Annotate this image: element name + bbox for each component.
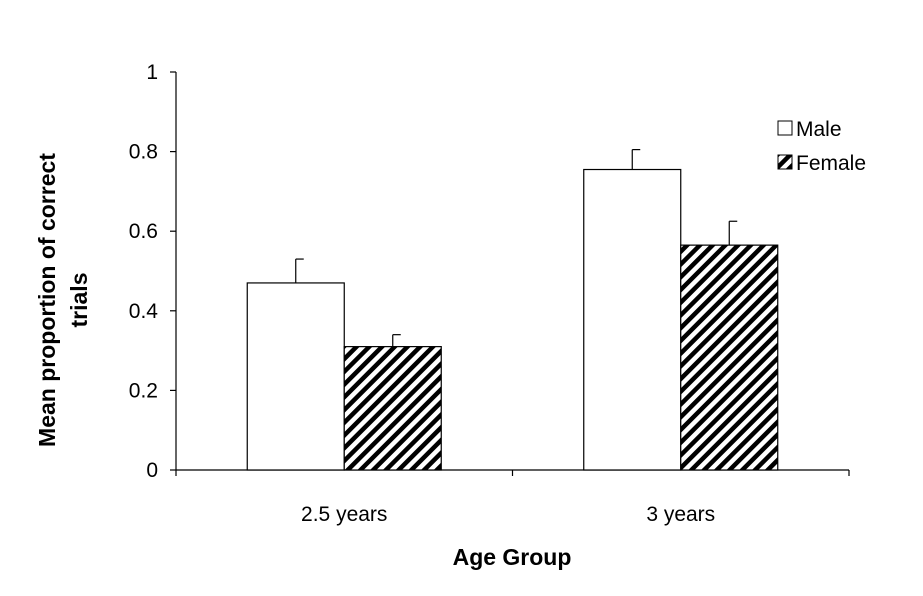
legend-swatch-male bbox=[777, 120, 793, 136]
bar-female bbox=[343, 346, 442, 471]
legend-swatch-female bbox=[777, 154, 793, 170]
x-tick-group: 2.5 years 3 years bbox=[175, 470, 850, 526]
y-axis-title-line-1: Mean proportion of correct bbox=[34, 153, 60, 447]
y-tick-label: 1 bbox=[146, 61, 158, 84]
legend-label-male: Male bbox=[796, 118, 842, 141]
legend-label-female: Female bbox=[796, 152, 866, 175]
bar-group bbox=[246, 168, 779, 471]
x-tick-label: 2.5 years bbox=[301, 503, 387, 526]
legend: Male Female bbox=[777, 118, 866, 175]
y-tick-label: 0 bbox=[146, 459, 158, 482]
y-tick-label: 0.2 bbox=[129, 379, 158, 402]
y-tick-label: 0.8 bbox=[129, 141, 158, 164]
bar-male bbox=[583, 168, 682, 471]
y-tick-group: 0 0.2 0.4 0.6 0.8 1 bbox=[129, 61, 176, 482]
x-tick-label: 3 years bbox=[646, 503, 715, 526]
bar-male bbox=[246, 282, 345, 471]
y-axis-title-line-2: trials bbox=[66, 273, 92, 328]
error-bar-group bbox=[295, 149, 738, 347]
bar-female bbox=[680, 244, 779, 471]
x-axis-title: Age Group bbox=[453, 544, 572, 570]
y-tick-label: 0.4 bbox=[129, 300, 159, 323]
y-tick-label: 0.6 bbox=[129, 220, 158, 243]
